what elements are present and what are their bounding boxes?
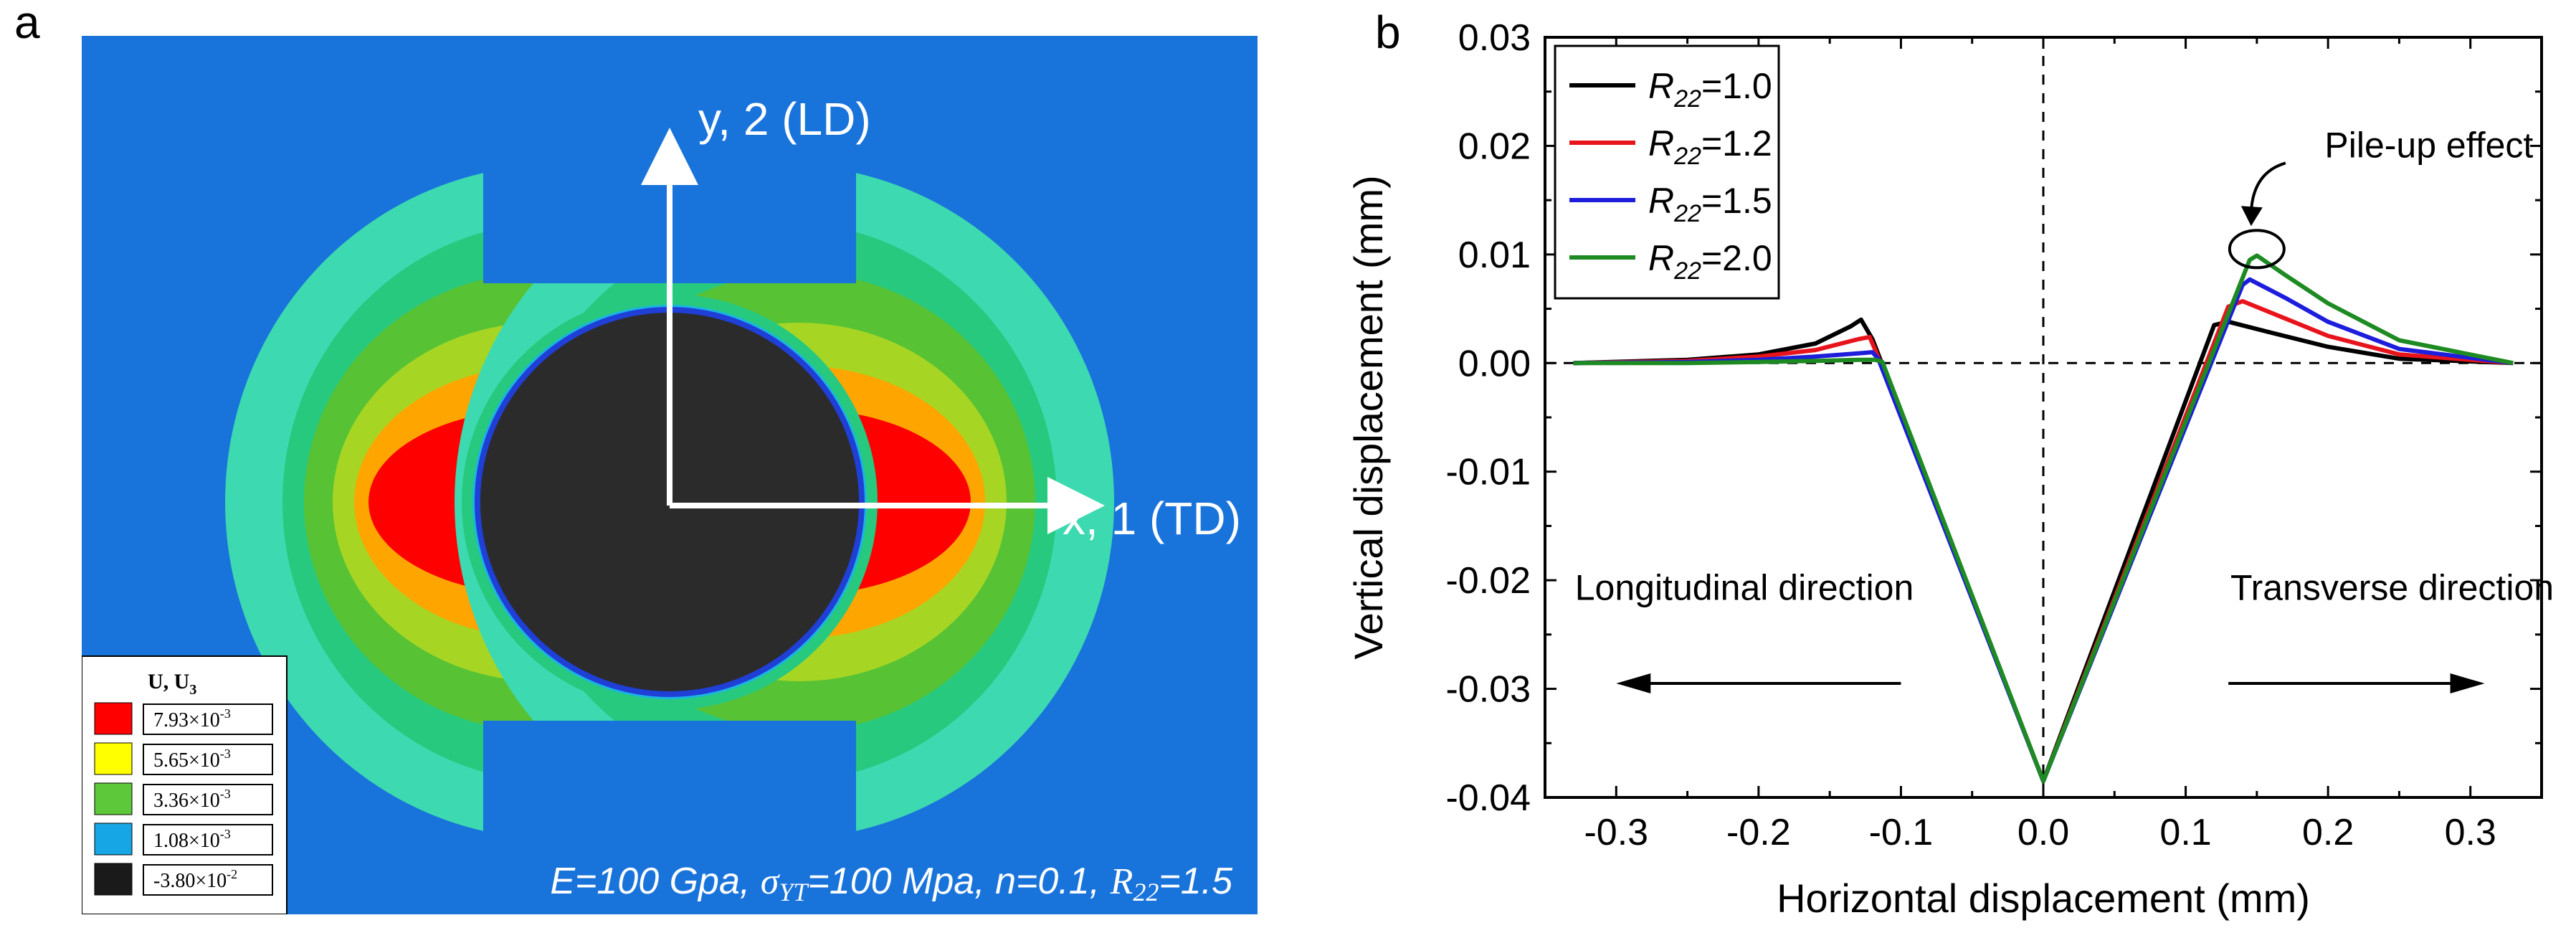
y-tick-label: -0.01	[1445, 452, 1531, 493]
legend-label: R22=2.0	[1648, 238, 1772, 285]
legend-label: R22=1.5	[1648, 181, 1772, 227]
x-tick-label: 0.2	[2302, 812, 2354, 853]
contour-legend: U, U3 7.93×10-3 5.65×10-3 3.36×10-3 1.08×10…	[82, 655, 287, 914]
legend-swatch	[94, 823, 133, 856]
legend-value: -3.80×10-2	[153, 867, 237, 892]
y-tick-label: 0.01	[1458, 234, 1531, 276]
legend-title: U, U3	[148, 670, 196, 698]
legend-label: R22=1.2	[1648, 123, 1772, 170]
panel-b-label: b	[1375, 6, 1401, 58]
y-tick-label: -0.03	[1445, 669, 1531, 711]
legend-value: 1.08×10-3	[153, 827, 231, 852]
series-line	[1573, 253, 2514, 784]
y-axis-label: y, 2 (LD)	[698, 93, 871, 145]
line-chart: -0.04 -0.03 -0.02 -0.01 0.00 0.01 0.02 0.03 -0.3…	[1346, 17, 2554, 921]
legend-swatch	[94, 863, 133, 896]
x-tick-label: -0.1	[1869, 812, 1934, 853]
legend-swatch	[94, 702, 133, 735]
contour-panel: y, 2 (LD) x, 1 (TD) U, U3 7.93×10-3 5.65×…	[82, 36, 1258, 914]
longitudinal-label: Longitudinal direction	[1575, 567, 1914, 607]
legend-label: R22=1.0	[1648, 66, 1772, 113]
x-tick-label: 0.1	[2159, 812, 2211, 853]
y-tick-label: -0.02	[1445, 560, 1531, 602]
y-tick-label: -0.04	[1445, 777, 1531, 819]
x-axis-label: x, 1 (TD)	[1063, 493, 1241, 544]
y-axis-title: Vertical displacement (mm)	[1346, 175, 1391, 659]
panel-a-label: a	[14, 0, 40, 48]
x-tick-label: 0.0	[2017, 812, 2069, 853]
legend-value: 3.36×10-3	[153, 787, 231, 812]
x-tick-label: -0.2	[1726, 812, 1791, 853]
parameter-text: E=100 Gpa, σYT=100 Mpa, n=0.1, R22=1.5	[550, 861, 1233, 906]
y-tick-label: 0.00	[1458, 343, 1531, 384]
legend-swatch	[94, 782, 133, 815]
y-tick-label: 0.02	[1458, 125, 1531, 167]
x-tick-label: -0.3	[1584, 812, 1648, 853]
y-tick-label: 0.03	[1458, 17, 1531, 59]
legend-value: 7.93×10-3	[153, 706, 231, 731]
pile-up-label: Pile-up effect	[2324, 125, 2533, 165]
pile-up-circle	[2228, 229, 2286, 270]
x-tick-label: 0.3	[2445, 812, 2496, 853]
x-axis-title: Horizontal displacement (mm)	[1777, 876, 2310, 921]
legend-value: 5.65×10-3	[153, 747, 231, 772]
legend-swatch	[94, 742, 133, 775]
transverse-label: Transverse direction	[2230, 567, 2554, 607]
